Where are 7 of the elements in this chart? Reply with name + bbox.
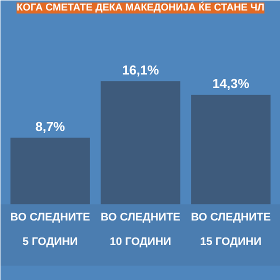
x-tick-label: ВО СЛЕДНИТЕ 5 ГОДИНИ [10,212,90,248]
x-tick-label: ВО СЛЕДНИТЕ 10 ГОДИНИ [100,212,180,248]
chart-title: КОГА СМЕТАТЕ ДЕКА МАКЕДОНИЈА ЌЕ СТАНЕ ЧЛ [16,2,264,14]
data-label: 16,1% [122,62,160,78]
data-label: 8,7% [35,119,66,134]
x-tick-label: ВО СЛЕДНИТЕ 15 ГОДИНИ [190,212,271,248]
data-label: 14,3% [212,76,250,92]
